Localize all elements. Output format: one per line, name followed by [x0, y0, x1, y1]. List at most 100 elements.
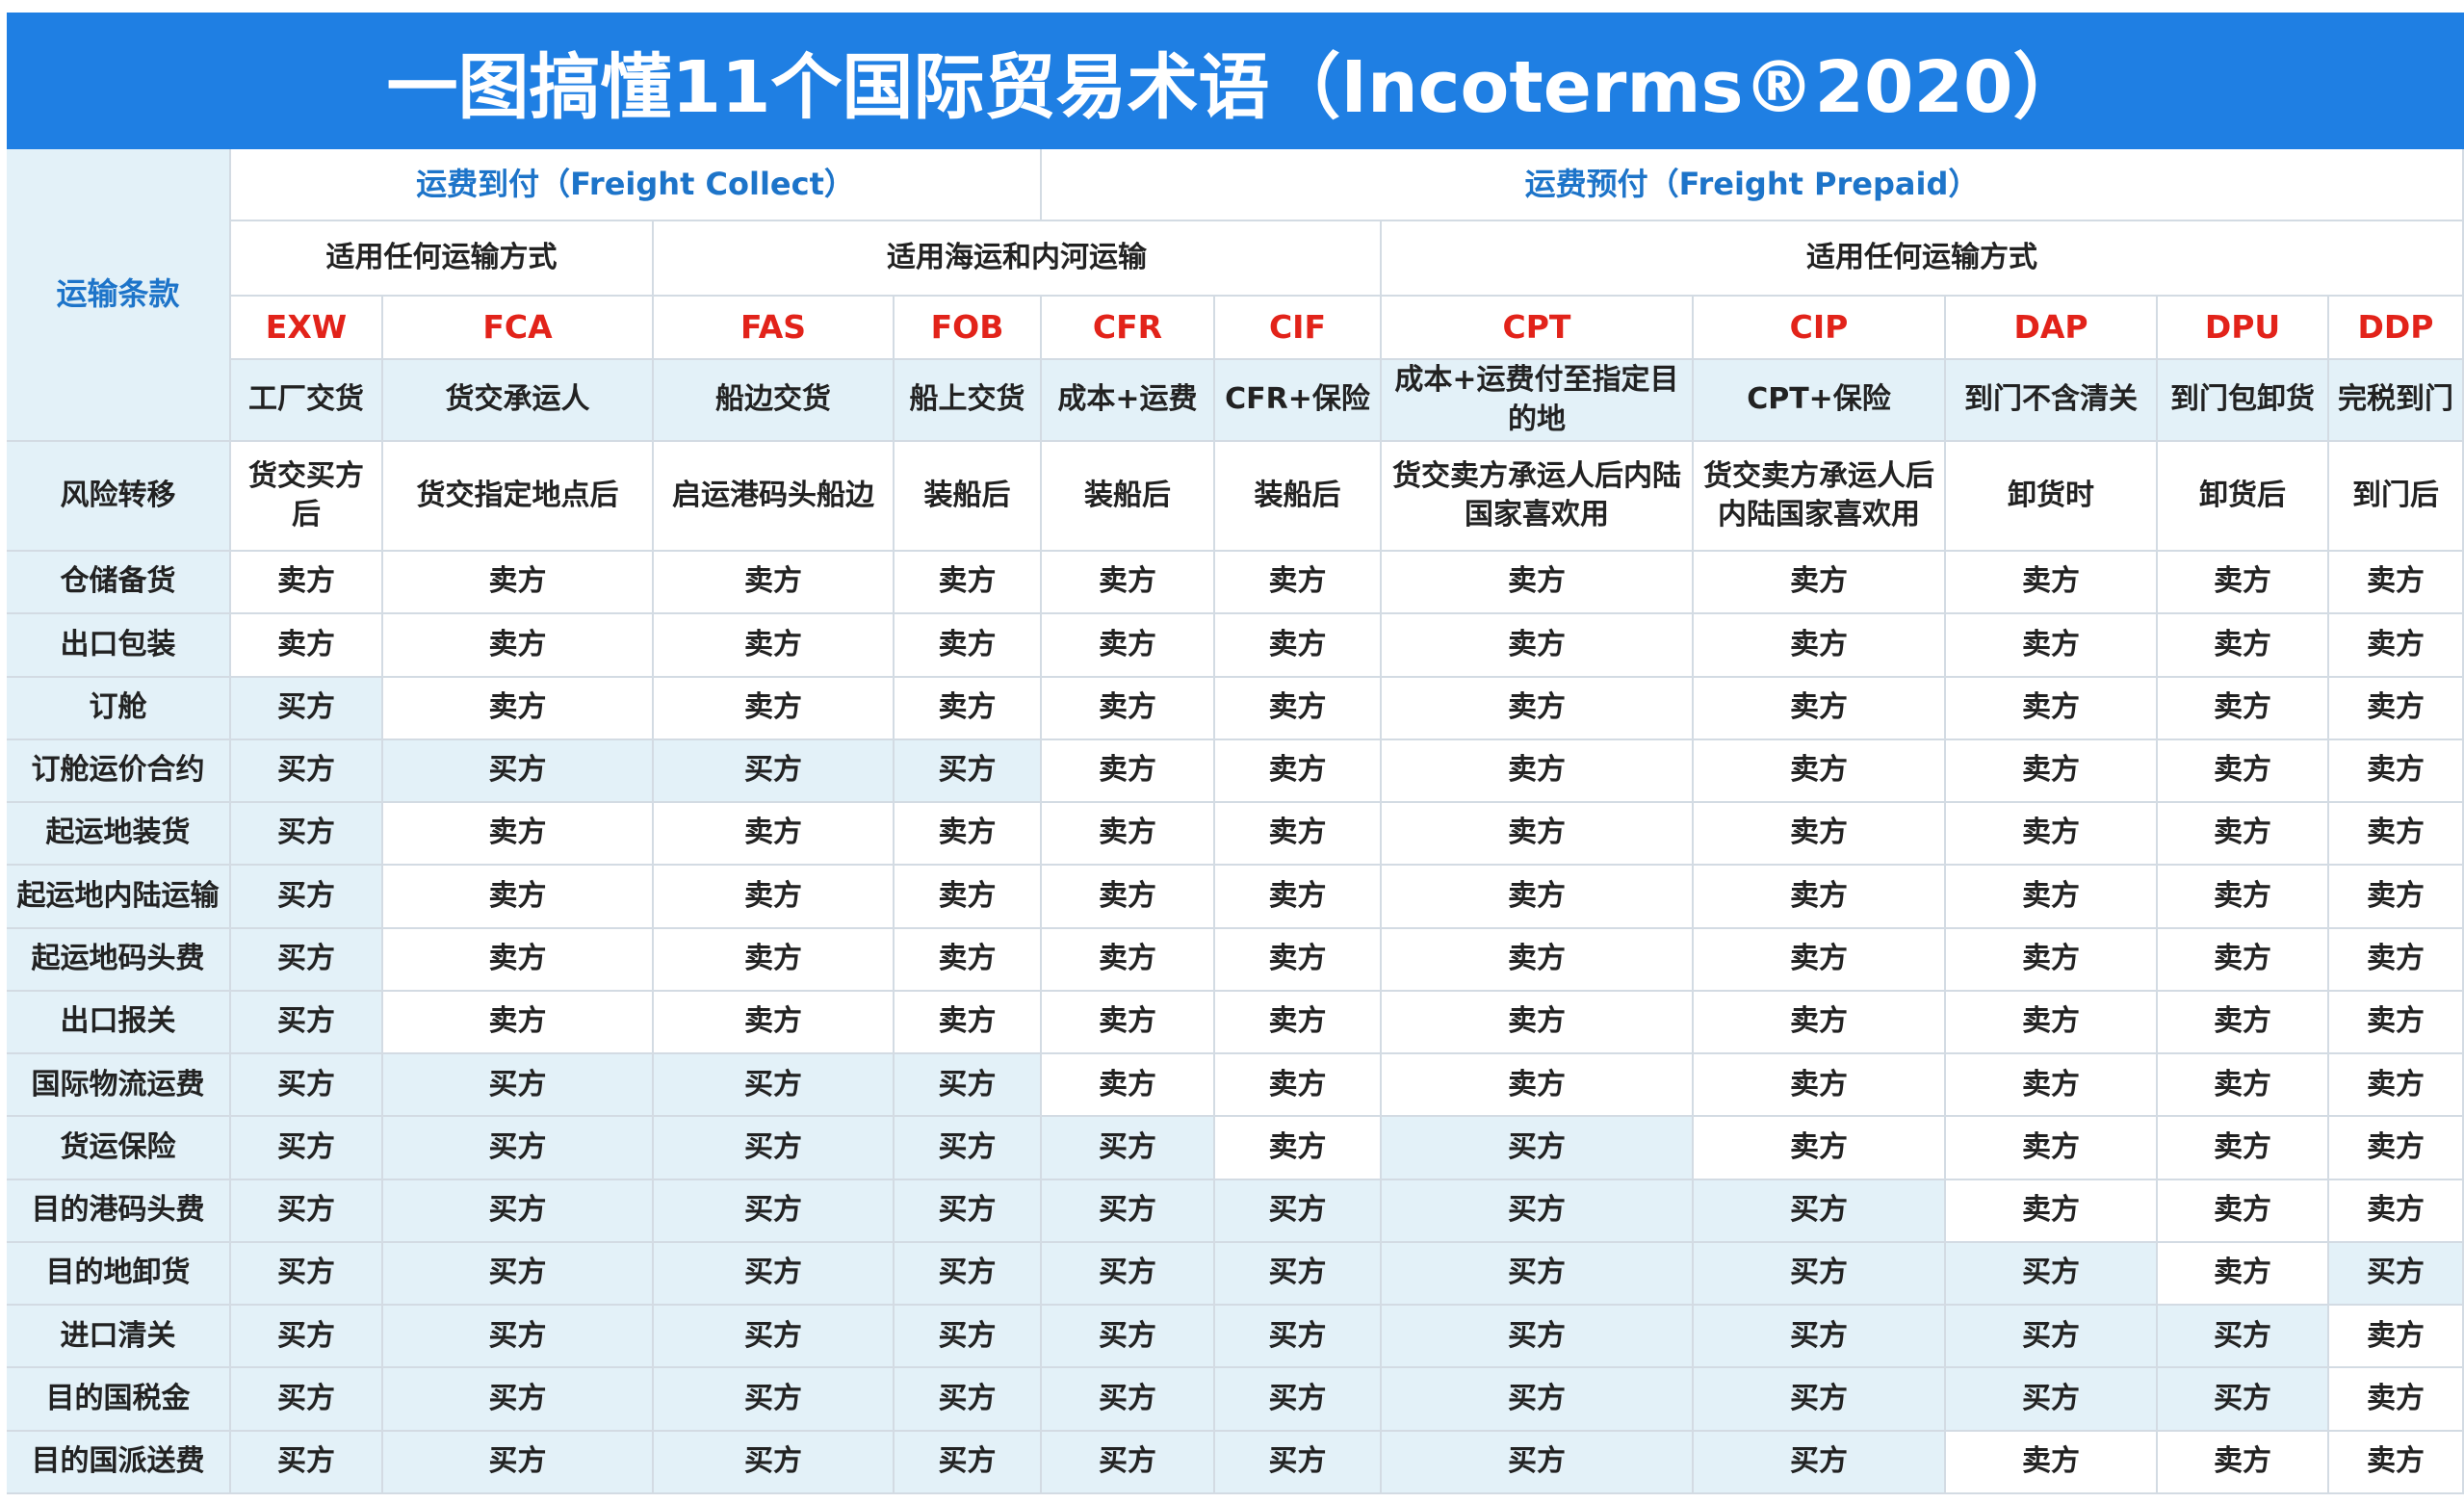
row-label: 目的国派送费 [7, 1431, 231, 1494]
cell: 买方 [1694, 1242, 1946, 1307]
row-label: 目的港码头费 [7, 1179, 231, 1243]
cell: 卖方 [654, 928, 895, 992]
cell: 卖方 [1694, 928, 1946, 992]
cell: 买方 [1042, 1306, 1215, 1369]
cell: 卖方 [2329, 1054, 2464, 1118]
cell: 买方 [654, 1179, 895, 1243]
cell: 卖方 [1946, 614, 2158, 678]
term-code: CFR [1042, 297, 1215, 360]
cell: 买方 [1382, 1368, 1694, 1432]
cell: 卖方 [654, 803, 895, 867]
term-code: FOB [895, 297, 1042, 360]
cell: 卖方 [895, 991, 1042, 1055]
cell: 卖方 [1215, 677, 1382, 740]
row-label: 出口包装 [7, 614, 231, 678]
cell: 卖方 [1042, 1054, 1215, 1118]
term-name: 到门不含清关 [1946, 360, 2158, 442]
cell: 卖方 [2329, 677, 2464, 740]
transport-label: 适用海运和内河运输 [654, 221, 1382, 297]
cell: 买方 [654, 1368, 895, 1432]
cell: 卖方 [2329, 1431, 2464, 1494]
cell: 卖方 [2329, 991, 2464, 1055]
cell: 卖方 [1946, 866, 2158, 929]
cell: 买方 [1215, 1368, 1382, 1432]
cell: 卖方 [1946, 1431, 2158, 1494]
cell: 卖方 [1694, 803, 1946, 867]
cell: 卖方 [2158, 614, 2329, 678]
cell: 买方 [654, 1431, 895, 1494]
cell: 卖方 [1946, 677, 2158, 740]
cell: 买方 [1042, 1431, 1215, 1494]
cell: 买方 [383, 1117, 654, 1180]
cell: 卖方 [1694, 1054, 1946, 1118]
cell: 买方 [654, 1242, 895, 1307]
cell: 卖方 [1694, 677, 1946, 740]
cell: 卖方 [1042, 614, 1215, 678]
cell: 卖方 [1382, 677, 1694, 740]
cell: 卖方 [1382, 803, 1694, 867]
cell: 买方 [1042, 1117, 1215, 1180]
cell: 买方 [231, 1179, 383, 1243]
cell: 买方 [231, 803, 383, 867]
cell: 买方 [231, 866, 383, 929]
cell: 买方 [231, 739, 383, 804]
cell: 卖方 [1946, 1117, 2158, 1180]
risk-transfer: 货交指定地点后 [383, 442, 654, 552]
cell: 卖方 [1042, 739, 1215, 804]
risk-transfer: 装船后 [1215, 442, 1382, 552]
cell: 买方 [654, 1054, 895, 1118]
cell: 买方 [1946, 1306, 2158, 1369]
cell: 买方 [383, 1179, 654, 1243]
cell: 买方 [895, 1431, 1042, 1494]
row-label: 订舱 [7, 677, 231, 740]
row-label: 风险转移 [7, 442, 231, 552]
cell: 卖方 [1215, 803, 1382, 867]
cell: 卖方 [895, 803, 1042, 867]
cell: 卖方 [2158, 991, 2329, 1055]
cell: 买方 [1215, 1306, 1382, 1369]
term-code: CIP [1694, 297, 1946, 360]
cell: 买方 [1694, 1306, 1946, 1369]
cell: 卖方 [1946, 552, 2158, 615]
cell: 买方 [383, 1054, 654, 1118]
cell: 买方 [1946, 1368, 2158, 1432]
cell: 买方 [231, 1117, 383, 1180]
row-label: 货运保险 [7, 1117, 231, 1180]
cell: 卖方 [1694, 552, 1946, 615]
cell: 买方 [231, 928, 383, 992]
cell: 卖方 [1215, 614, 1382, 678]
cell: 卖方 [1694, 1117, 1946, 1180]
cell: 买方 [231, 1431, 383, 1494]
term-code: FCA [383, 297, 654, 360]
cell: 买方 [231, 991, 383, 1055]
cell: 卖方 [383, 803, 654, 867]
term-name: 工厂交货 [231, 360, 383, 442]
cell: 卖方 [2329, 866, 2464, 929]
cell: 卖方 [2329, 552, 2464, 615]
cell: 买方 [1215, 1242, 1382, 1307]
cell: 卖方 [1215, 739, 1382, 804]
cell: 买方 [1042, 1242, 1215, 1307]
cell: 买方 [1382, 1431, 1694, 1494]
risk-transfer: 货交买方后 [231, 442, 383, 552]
cell: 买方 [2158, 1306, 2329, 1369]
term-code: FAS [654, 297, 895, 360]
cell: 买方 [1215, 1431, 1382, 1494]
cell: 卖方 [2158, 928, 2329, 992]
cell: 买方 [895, 739, 1042, 804]
cell: 卖方 [2158, 1242, 2329, 1307]
cell: 卖方 [654, 991, 895, 1055]
freight-label: 运费预付（Freight Prepaid） [1042, 149, 2464, 221]
cell: 买方 [895, 1368, 1042, 1432]
term-name: 成本+运费 [1042, 360, 1215, 442]
term-code: DDP [2329, 297, 2464, 360]
term-name: 船边交货 [654, 360, 895, 442]
cell: 卖方 [1215, 928, 1382, 992]
cell: 买方 [895, 1179, 1042, 1243]
row-label: 仓储备货 [7, 552, 231, 615]
cell: 卖方 [2329, 1306, 2464, 1369]
cell: 卖方 [2158, 552, 2329, 615]
cell: 卖方 [1042, 803, 1215, 867]
cell: 卖方 [2158, 677, 2329, 740]
row-label: 国际物流运费 [7, 1054, 231, 1118]
